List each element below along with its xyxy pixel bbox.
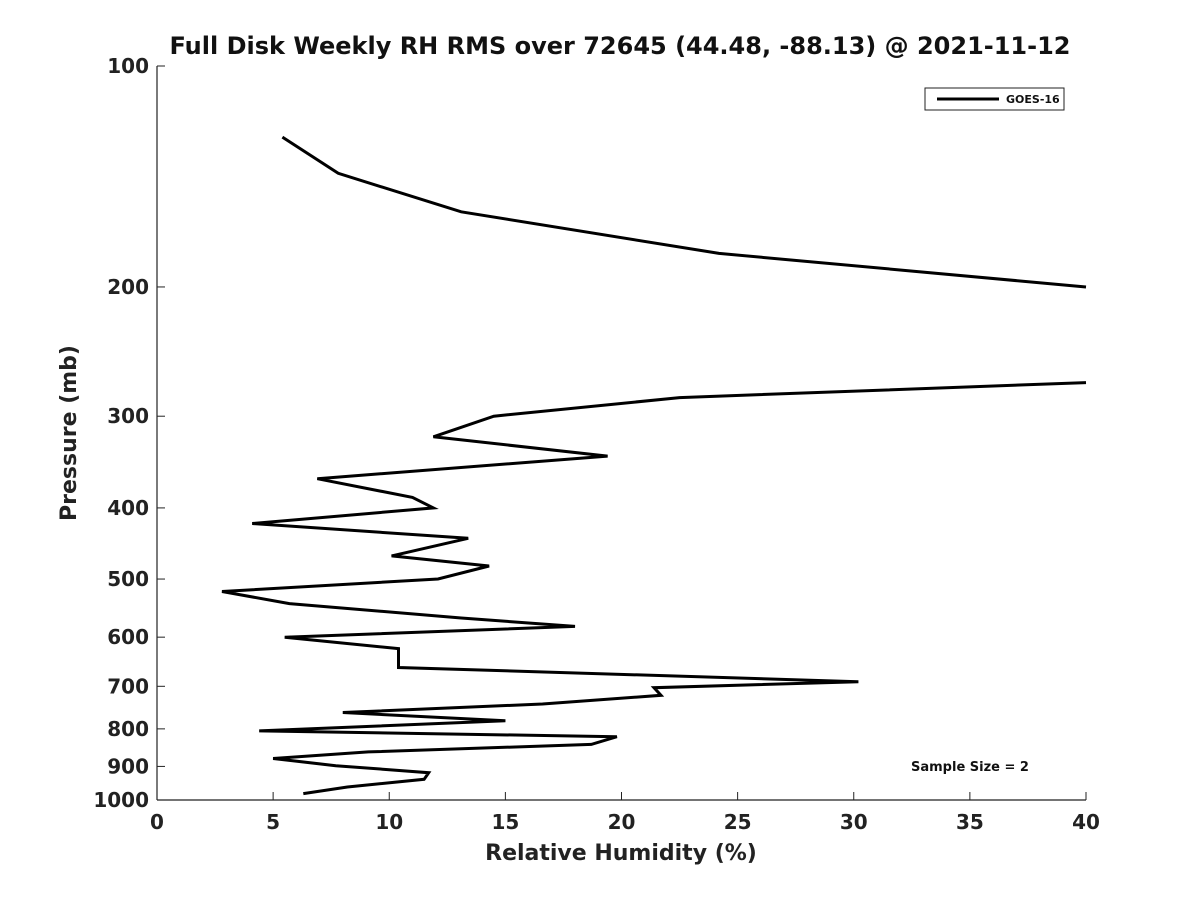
x-tick-label-15: 15 (491, 810, 519, 834)
x-axis-label: Relative Humidity (%) (485, 841, 757, 866)
y-tick-label-800: 800 (107, 717, 149, 741)
y-tick-label-100: 100 (107, 54, 149, 78)
legend: GOES-16 (924, 87, 1065, 111)
chart-title: Full Disk Weekly RH RMS over 72645 (44.4… (169, 32, 1070, 60)
series-line-goes-16-segment-1 (281, 135, 1087, 289)
x-ticks: 0 5 10 15 20 25 30 35 40 (150, 792, 1100, 834)
y-tick-label-400: 400 (107, 496, 149, 520)
x-tick-label-5: 5 (266, 810, 280, 834)
sample-size-annotation: Sample Size = 2 (911, 760, 1029, 775)
x-tick-label-0: 0 (150, 810, 164, 834)
series-line-goes-16-segment-2 (221, 381, 1087, 796)
y-ticks: 100 200 300 400 500 600 700 800 900 1000 (93, 54, 165, 812)
y-axis-label: Pressure (mb) (57, 345, 82, 521)
x-tick-label-40: 40 (1072, 810, 1100, 834)
y-tick-label-900: 900 (107, 754, 149, 778)
y-tick-label-1000: 1000 (93, 788, 149, 812)
y-tick-label-200: 200 (107, 275, 149, 299)
y-tick-label-500: 500 (107, 567, 149, 591)
y-tick-label-700: 700 (107, 674, 149, 698)
x-tick-label-20: 20 (608, 810, 636, 834)
legend-label-goes-16: GOES-16 (1006, 93, 1060, 106)
y-tick-label-300: 300 (107, 404, 149, 428)
series-layer (221, 135, 1087, 796)
x-tick-label-10: 10 (375, 810, 403, 834)
x-tick-label-25: 25 (724, 810, 752, 834)
y-tick-label-600: 600 (107, 625, 149, 649)
x-tick-label-35: 35 (956, 810, 984, 834)
x-tick-label-30: 30 (840, 810, 868, 834)
